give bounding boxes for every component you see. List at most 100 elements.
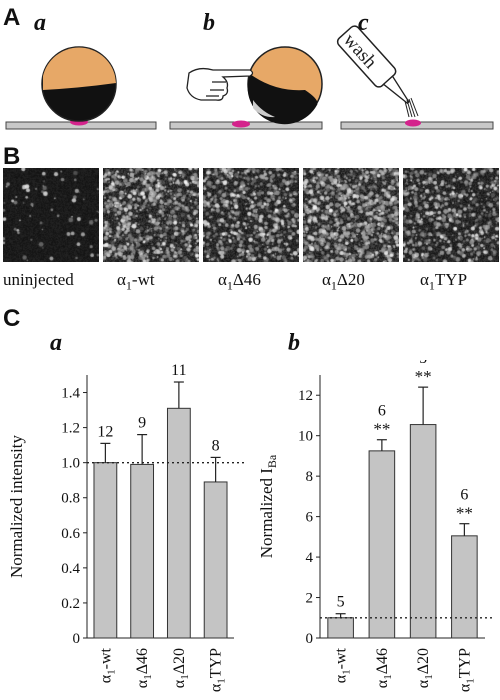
image-label-a1-typ: α1TYP — [420, 270, 468, 293]
microscopy-row — [3, 168, 499, 262]
bar — [203, 481, 228, 639]
x-tick-label-sub: 1 — [105, 669, 117, 675]
y-tick-label: 10 — [298, 429, 313, 445]
y-tick-label: 1.0 — [61, 456, 80, 472]
x-tick-label-rest: Δ20 — [171, 648, 188, 674]
panel-a-letter: A — [3, 4, 21, 31]
panel-a-sub-b-letter: b — [203, 10, 215, 36]
x-tick-label-sub: 1 — [464, 678, 476, 684]
y-axis-label: Normalized intensity — [7, 434, 26, 578]
x-tick-label-main: α — [208, 683, 225, 692]
y-tick-label: 0 — [306, 631, 314, 647]
image-label-a1-d46: α1Δ46 — [218, 270, 261, 293]
n-label: 5 — [337, 594, 345, 611]
x-tick-label-rest: Δ46 — [134, 648, 151, 674]
bar — [130, 463, 155, 639]
n-label: 6 — [378, 403, 386, 420]
oocyte-a-animal-pole — [43, 47, 116, 90]
micro-image-uninjected — [3, 168, 99, 262]
y-tick-label: 0.8 — [61, 491, 80, 507]
panel-b-letter: B — [3, 143, 21, 170]
oocyte-b-vegetal-pole — [247, 74, 318, 125]
micro-image-a1-typ — [403, 168, 499, 262]
x-tick-label: α1-wt — [333, 647, 353, 683]
x-tick-label-rest: -wt — [333, 647, 350, 669]
x-tick-label: α1Δ46 — [134, 648, 154, 688]
x-tick-label-sub: 1 — [423, 674, 435, 680]
x-tick-label-main: α — [415, 679, 432, 688]
micro-image-a1-wt — [103, 168, 199, 262]
y-tick-label: 4 — [306, 550, 314, 566]
membrane-patch-c — [405, 119, 421, 127]
n-label: 9 — [138, 415, 146, 432]
membrane-patch-b — [232, 120, 250, 128]
y-tick-label: 0 — [73, 631, 81, 647]
n-label: 8 — [212, 437, 220, 454]
x-tick-label-sub: 1 — [179, 674, 191, 680]
n-label: 11 — [171, 362, 186, 379]
x-tick-label: α1Δ20 — [171, 648, 191, 688]
bar — [166, 407, 191, 639]
x-tick-label-rest: TYP — [456, 648, 473, 678]
y-tick-label: 8 — [306, 469, 314, 485]
y-tick-label: 0.6 — [61, 526, 80, 542]
micro-image-a1-d46 — [203, 168, 299, 262]
y-tick-label: 1.4 — [61, 386, 80, 402]
bar — [93, 462, 118, 639]
wash-step: wash — [336, 25, 494, 130]
bar-chart-intensity: 0 0.2 0.4 0.6 0.8 1.0 1.2 1.4 Normalized intensi… — [7, 362, 244, 692]
pointing-hand-icon — [186, 67, 254, 101]
x-tick-label: α1Δ46 — [374, 648, 394, 688]
x-tick-label-main: α — [97, 674, 114, 683]
significance-label: ** — [373, 420, 390, 439]
panel-a-schematic: wash — [5, 25, 494, 130]
y-axis-label-main: Normalized intensity — [7, 434, 26, 578]
y-axis-label-sub: Ba — [265, 454, 279, 468]
x-tick-label: α1TYP — [208, 648, 228, 692]
panel-c-sub-b-letter: b — [288, 330, 300, 356]
x-tick-label-main: α — [456, 683, 473, 692]
oocyte-being-removed — [169, 46, 323, 130]
y-axis-label-main: Normalized I — [257, 468, 276, 558]
significance-label: ** — [415, 367, 432, 386]
oocyte-b-exposed-patch — [253, 100, 275, 118]
bar — [327, 617, 354, 639]
image-label-a1-d20: α1Δ20 — [322, 270, 365, 293]
x-tick-label-sub: 1 — [142, 674, 154, 680]
y-tick-label: 2 — [306, 591, 314, 607]
x-tick-label-rest: Δ46 — [374, 648, 391, 674]
bar — [451, 535, 478, 639]
panel-a-sub-a-letter: a — [34, 10, 46, 36]
y-tick-label: 0.2 — [61, 596, 80, 612]
x-tick-label-sub: 1 — [216, 678, 228, 684]
x-tick-label-rest: Δ20 — [415, 648, 432, 674]
x-tick-label-main: α — [374, 679, 391, 688]
panel-c-sub-a-letter: a — [50, 330, 62, 356]
y-tick-label: 12 — [298, 388, 313, 404]
n-label: 6 — [460, 487, 468, 504]
x-tick-label: α1-wt — [97, 647, 117, 683]
y-tick-label: 6 — [306, 510, 314, 526]
panel-a-sub-c-letter: c — [358, 10, 369, 36]
x-tick-label-rest: -wt — [97, 647, 114, 669]
y-tick-label: 1.2 — [61, 421, 80, 437]
oocyte-on-substrate — [5, 46, 157, 130]
wash-spray — [404, 97, 419, 118]
n-label: 12 — [97, 423, 113, 440]
y-tick-label: 0.4 — [61, 561, 80, 577]
y-axis-label: Normalized IBa — [257, 454, 279, 558]
image-label-uninjected: uninjected — [3, 270, 74, 289]
bar — [368, 450, 396, 639]
x-tick-label-main: α — [333, 674, 350, 683]
micro-image-a1-d20 — [303, 168, 399, 262]
x-tick-label: α1Δ20 — [415, 648, 435, 688]
x-tick-label-main: α — [171, 679, 188, 688]
x-tick-label-sub: 1 — [382, 674, 394, 680]
significance-label: ** — [456, 504, 473, 523]
image-label-a1-wt: α1-wt — [117, 270, 155, 293]
x-tick-label-rest: TYP — [208, 648, 225, 678]
x-tick-label-main: α — [134, 679, 151, 688]
x-tick-label: α1TYP — [456, 648, 476, 692]
